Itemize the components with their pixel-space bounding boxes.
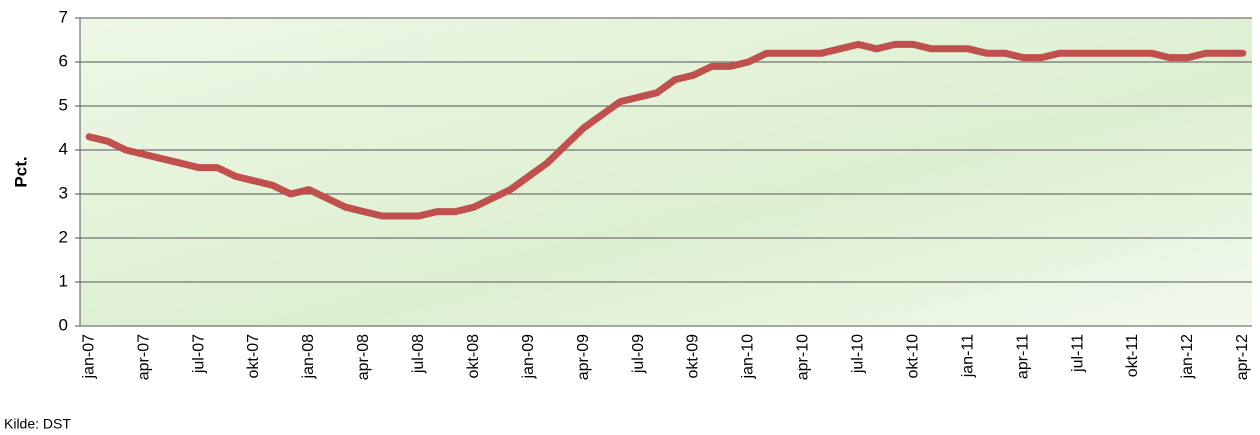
x-tick-label: jan-12 bbox=[1179, 334, 1196, 380]
x-tick-label: jan-08 bbox=[300, 334, 317, 380]
y-tick-label: 5 bbox=[59, 95, 68, 114]
x-tick-label: okt-10 bbox=[904, 334, 921, 379]
x-tick-label: jan-11 bbox=[959, 334, 976, 378]
x-tick-label: jan-10 bbox=[740, 334, 757, 380]
source-note: Kilde: DST bbox=[4, 416, 71, 432]
x-tick-label: apr-09 bbox=[575, 334, 592, 380]
x-tick-label: jan-07 bbox=[80, 334, 97, 380]
x-tick-label: jan-09 bbox=[520, 334, 537, 380]
y-axis-label: Pct. bbox=[11, 156, 30, 187]
x-tick-label: okt-09 bbox=[685, 334, 702, 379]
x-tick-label: okt-07 bbox=[245, 334, 262, 379]
plot-area bbox=[80, 18, 1252, 326]
x-tick-label: apr-08 bbox=[355, 334, 372, 380]
x-tick-label: okt-11 bbox=[1124, 334, 1141, 377]
y-tick-label: 7 bbox=[59, 7, 68, 26]
chart: Pct. Kilde: DST 0 1 2 3 4 5 6 7 jan-07 apr-07 jul-… bbox=[0, 0, 1260, 435]
y-tick-label: 6 bbox=[59, 51, 68, 70]
x-tick-label: apr-11 bbox=[1014, 334, 1031, 379]
y-tick-label: 1 bbox=[59, 271, 68, 290]
x-tick-label: apr-12 bbox=[1234, 334, 1251, 380]
x-tick-label: jul-07 bbox=[190, 334, 207, 374]
x-tick-label: okt-08 bbox=[465, 334, 482, 379]
x-tick-label: jul-11 bbox=[1069, 334, 1086, 373]
x-tick-label: jul-09 bbox=[630, 334, 647, 374]
x-tick-label: jul-08 bbox=[410, 334, 427, 374]
x-tick-label: jul-10 bbox=[850, 334, 867, 374]
x-tick-label: apr-07 bbox=[135, 334, 152, 380]
y-tick-label: 4 bbox=[59, 139, 68, 158]
x-tick-label: apr-10 bbox=[795, 334, 812, 380]
y-tick-label: 0 bbox=[59, 315, 68, 334]
y-tick-label: 3 bbox=[59, 183, 68, 202]
y-tick-label: 2 bbox=[59, 227, 68, 246]
